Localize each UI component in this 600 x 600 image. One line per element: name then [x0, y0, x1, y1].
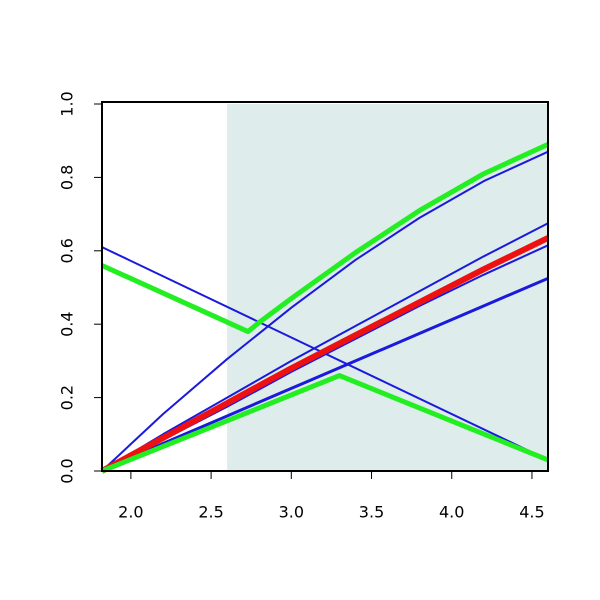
y-tick-label: 1.0 [58, 91, 77, 116]
line [101, 276, 549, 473]
x-tick-label: 2.0 [118, 503, 143, 522]
line [101, 373, 549, 474]
x-tick-label: 3.5 [359, 503, 384, 522]
y-tick-label: 0.6 [58, 238, 77, 263]
x-tick-label: 2.5 [198, 503, 223, 522]
y-tick-label: 0.0 [58, 458, 77, 483]
line [100, 235, 550, 474]
line [101, 222, 549, 472]
line [100, 142, 550, 335]
x-tick-label: 4.5 [519, 503, 544, 522]
plot-frame [101, 101, 549, 472]
y-tick-label: 0.4 [58, 311, 77, 336]
y-tick-label: 0.8 [58, 165, 77, 190]
x-tick-label: 3.0 [279, 503, 304, 522]
line [101, 150, 549, 472]
x-tick-label: 4.0 [439, 503, 464, 522]
shaded-region [227, 104, 548, 471]
y-tick-label: 0.2 [58, 385, 77, 410]
